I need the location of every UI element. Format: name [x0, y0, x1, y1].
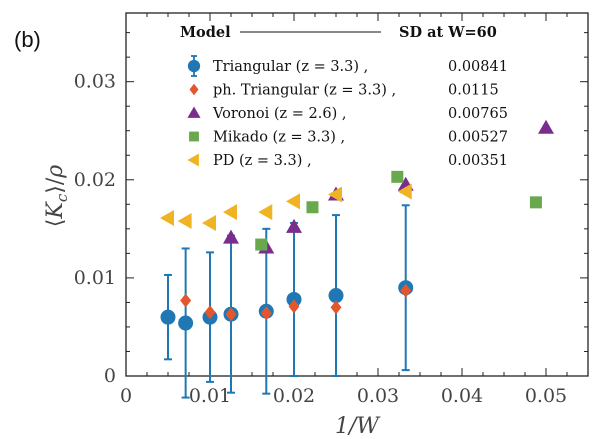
data-point — [328, 186, 342, 203]
legend-header-sd: SD at W=60 — [399, 24, 497, 41]
data-point — [286, 193, 300, 210]
legend-entry-sd-value: 0.00351 — [448, 153, 508, 169]
legend-marker-square — [189, 131, 199, 142]
legend-marker-diamond — [189, 83, 199, 96]
data-point — [258, 204, 273, 221]
legend-entry-label: Voronoi (z = 2.6) , — [212, 106, 346, 122]
data-point — [223, 229, 239, 244]
x-tick-label: 0.05 — [525, 385, 567, 407]
data-point — [177, 212, 192, 229]
x-tick-label: 0.04 — [441, 385, 483, 407]
data-point — [397, 183, 412, 200]
legend-entry-label: Mikado (z = 3.3) , — [213, 130, 345, 146]
data-point — [223, 204, 237, 221]
data-point — [255, 238, 268, 251]
data-point — [306, 201, 319, 214]
x-tick-label: 0.03 — [357, 385, 399, 407]
data-markers — [160, 119, 554, 331]
x-tick-label: 0.02 — [273, 385, 315, 407]
y-tick-labels: 0 0.01 0.02 0.03 — [74, 71, 116, 387]
data-point — [330, 300, 342, 315]
data-point — [160, 309, 176, 325]
data-point — [160, 210, 174, 227]
data-point — [204, 305, 216, 320]
data-point — [225, 307, 237, 322]
legend-entry-sd-value: 0.00527 — [448, 130, 508, 146]
data-point — [260, 306, 272, 321]
legend-marker-triangle-up — [187, 106, 201, 118]
y-axis-title: ⟨Kc⟩/ρ — [43, 165, 71, 227]
data-point — [529, 196, 542, 209]
data-point — [286, 218, 302, 233]
axis-ticks — [125, 13, 589, 377]
y-tick-label: 0.02 — [74, 169, 116, 191]
data-point — [391, 170, 404, 183]
legend-entry-label: PD (z = 3.3) , — [213, 153, 312, 169]
x-tick-label: 0.01 — [189, 385, 231, 407]
data-point — [178, 315, 194, 331]
legend-entry-label: ph. Triangular (z = 3.3) , — [213, 83, 396, 99]
data-point — [288, 299, 300, 314]
x-tick-label: 0 — [120, 385, 132, 407]
legend-entry-label: Triangular (z = 3.3) , — [213, 59, 368, 75]
y-tick-label: 0.01 — [74, 267, 116, 289]
legend-header-model: Model — [180, 24, 231, 41]
legend-entry-sd-value: 0.00841 — [448, 59, 508, 75]
data-point — [328, 288, 344, 304]
data-point — [538, 119, 554, 134]
x-tick-labels: 0 0.01 0.02 0.03 0.04 0.05 — [120, 385, 567, 407]
legend-entry-sd-value: 0.00765 — [448, 106, 508, 122]
data-point — [400, 283, 412, 298]
legend-entry-sd-value: 0.0115 — [448, 83, 499, 99]
x-axis-title: 1/W — [335, 414, 381, 439]
y-tick-label: 0 — [104, 365, 116, 387]
legend-entries: Triangular (z = 3.3) , 0.00841 ph. Triangu… — [187, 55, 508, 169]
legend-marker-triangle-left — [187, 153, 199, 167]
data-point — [180, 293, 192, 308]
panel-label: (b) — [14, 27, 41, 52]
legend: Model SD at W=60 Triangular (z = 3.3) , 0… — [180, 24, 508, 169]
data-point — [202, 214, 216, 231]
y-tick-label: 0.03 — [74, 71, 116, 93]
legend-marker-circle — [187, 59, 201, 73]
